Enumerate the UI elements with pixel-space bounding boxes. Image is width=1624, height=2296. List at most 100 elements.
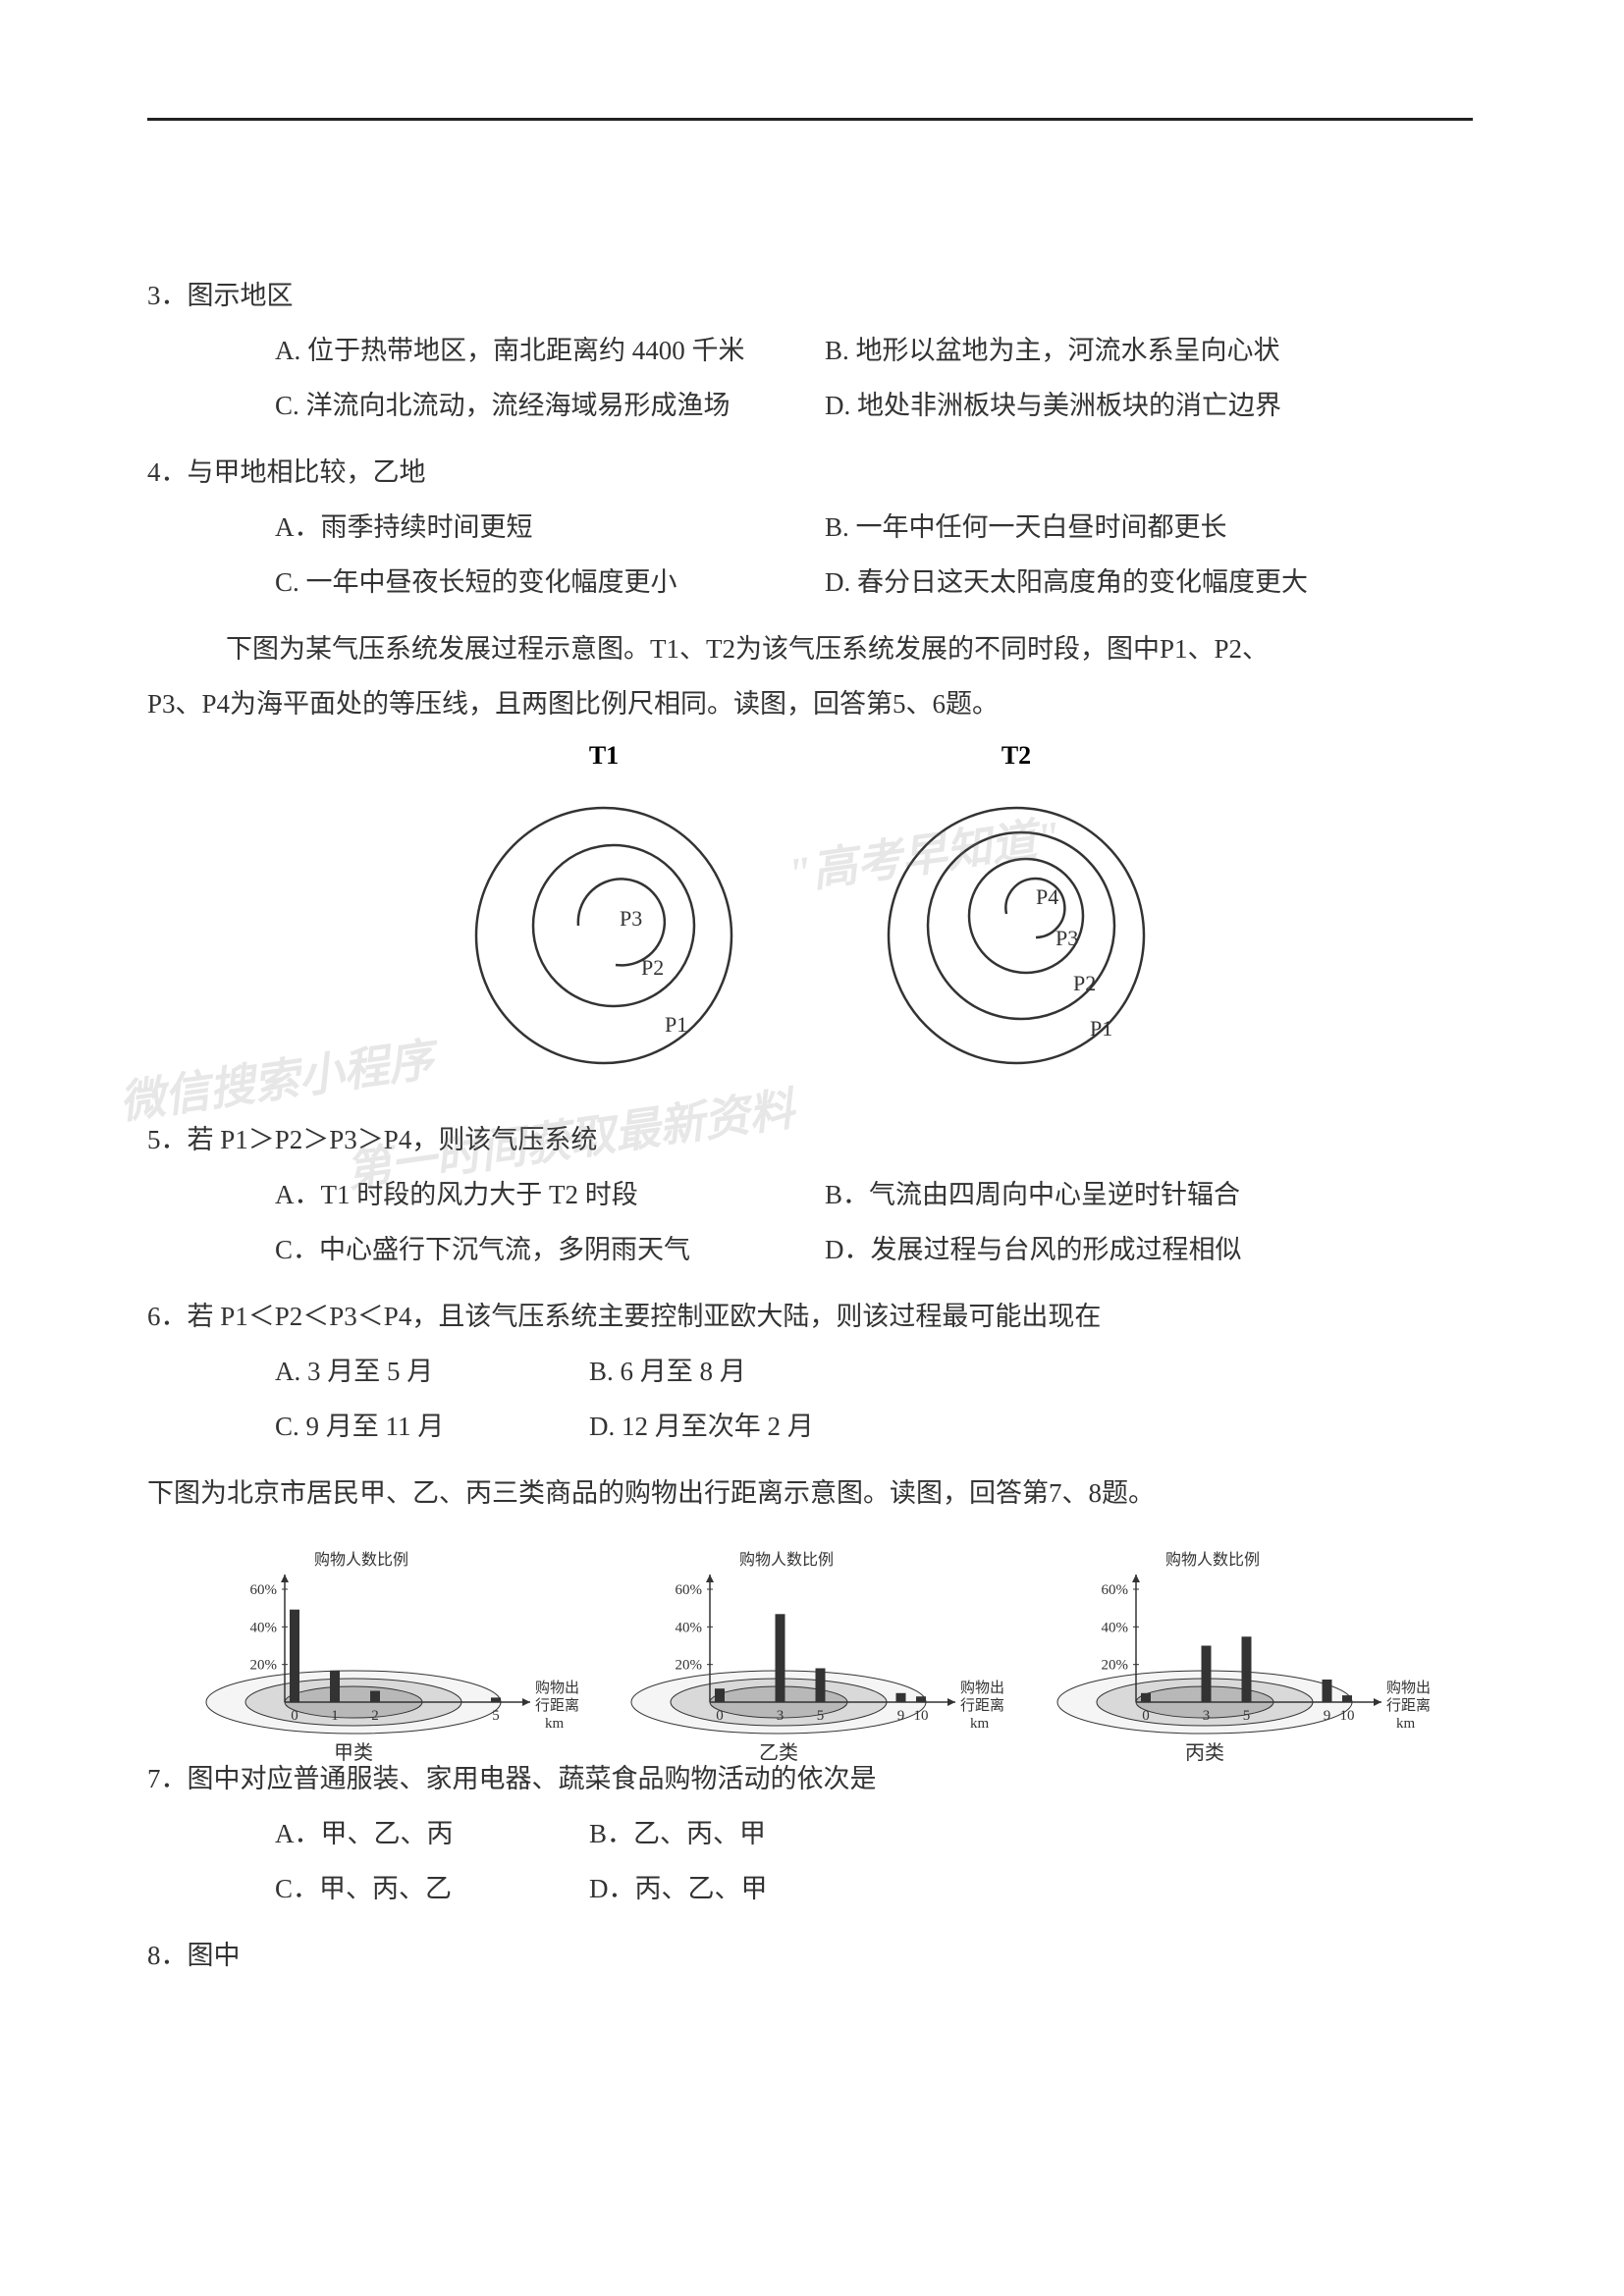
svg-text:0: 0 xyxy=(1142,1708,1150,1724)
question-7: 7．图中对应普通服装、家用电器、蔬菜食品购物活动的依次是 A．甲、乙、丙 B．乙… xyxy=(147,1751,1473,1916)
svg-text:购物出: 购物出 xyxy=(1386,1680,1431,1696)
q3-option-b: B. 地形以盆地为主，河流水系呈向心状 xyxy=(825,323,1473,378)
svg-text:丙类: 丙类 xyxy=(1185,1741,1224,1761)
question-4: 4．与甲地相比较，乙地 A．雨季持续时间更短 B. 一年中任何一天白昼时间都更长… xyxy=(147,445,1473,610)
q8-stem: 图中 xyxy=(188,1941,241,1970)
q7-option-b: B．乙、丙、甲 xyxy=(589,1806,1473,1861)
pressure-diagram-row: T1 P3P2P1 T2 P4P3P2P1 "高考早知道" 微信搜索小程序 第一… xyxy=(147,741,1473,1093)
question-5: 5．若 P1＞P2＞P3＞P4，则该气压系统 A．T1 时段的风力大于 T2 时… xyxy=(147,1112,1473,1277)
q4-option-a: A．雨季持续时间更短 xyxy=(275,500,825,555)
svg-text:20%: 20% xyxy=(250,1658,278,1674)
svg-text:行距离: 行距离 xyxy=(960,1697,1004,1714)
svg-text:P2: P2 xyxy=(641,955,664,980)
svg-text:40%: 40% xyxy=(1101,1620,1128,1635)
intro-56-line2: P3、P4为海平面处的等压线，且两图比例尺相同。读图，回答第5、6题。 xyxy=(147,676,1473,731)
svg-text:9: 9 xyxy=(1323,1708,1330,1724)
q7-option-d: D．丙、乙、甲 xyxy=(589,1861,1473,1916)
svg-text:P3: P3 xyxy=(620,906,642,931)
svg-text:40%: 40% xyxy=(676,1620,703,1635)
q5-number: 5． xyxy=(147,1125,188,1154)
question-8: 8．图中 xyxy=(147,1928,1473,1983)
q4-option-d: D. 春分日这天太阳高度角的变化幅度更大 xyxy=(825,555,1473,610)
q4-option-b: B. 一年中任何一天白昼时间都更长 xyxy=(825,500,1473,555)
chart-jia: 20%40%60%购物人数比例购物出行距离km0125甲类 xyxy=(177,1535,592,1732)
question-3: 3．图示地区 A. 位于热带地区，南北距离约 4400 千米 B. 地形以盆地为… xyxy=(147,268,1473,433)
svg-text:5: 5 xyxy=(492,1708,500,1724)
svg-text:P1: P1 xyxy=(665,1012,687,1037)
q6-option-b: B. 6 月至 8 月 xyxy=(589,1344,1473,1399)
svg-text:10: 10 xyxy=(914,1708,929,1724)
svg-text:km: km xyxy=(545,1716,565,1732)
svg-text:10: 10 xyxy=(1339,1708,1354,1724)
q5-stem: 若 P1＞P2＞P3＞P4，则该气压系统 xyxy=(188,1125,598,1154)
exam-page: 3．图示地区 A. 位于热带地区，南北距离约 4400 千米 B. 地形以盆地为… xyxy=(147,118,1473,1995)
svg-text:购物人数比例: 购物人数比例 xyxy=(314,1551,408,1569)
q7-number: 7． xyxy=(147,1764,188,1793)
shopping-charts-row: 20%40%60%购物人数比例购物出行距离km0125甲类 20%40%60%购… xyxy=(147,1535,1473,1732)
svg-text:20%: 20% xyxy=(676,1658,703,1674)
q3-option-d: D. 地处非洲板块与美洲板块的消亡边界 xyxy=(825,378,1473,433)
q4-option-c: C. 一年中昼夜长短的变化幅度更小 xyxy=(275,555,825,610)
svg-text:购物人数比例: 购物人数比例 xyxy=(739,1551,834,1569)
svg-text:行距离: 行距离 xyxy=(535,1697,579,1714)
chart-yi-svg: 20%40%60%购物人数比例购物出行距离km035910乙类 xyxy=(602,1535,1014,1761)
svg-text:0: 0 xyxy=(291,1708,298,1724)
svg-text:P4: P4 xyxy=(1036,884,1058,909)
q5-option-b: B．气流由四周向中心呈逆时针辐合 xyxy=(825,1167,1473,1222)
q3-option-a: A. 位于热带地区，南北距离约 4400 千米 xyxy=(275,323,825,378)
q4-number: 4． xyxy=(147,457,188,487)
svg-text:3: 3 xyxy=(1202,1708,1210,1724)
q4-stem: 与甲地相比较，乙地 xyxy=(188,457,426,487)
diagram-t2-title: T2 xyxy=(869,741,1164,771)
q6-option-c: C. 9 月至 11 月 xyxy=(275,1399,589,1454)
chart-yi: 20%40%60%购物人数比例购物出行距离km035910乙类 xyxy=(602,1535,1017,1732)
q3-option-c: C. 洋流向北流动，流经海域易形成渔场 xyxy=(275,378,825,433)
svg-text:km: km xyxy=(1396,1716,1416,1732)
svg-text:40%: 40% xyxy=(250,1620,278,1635)
diagram-t2: T2 P4 P3 P2 P1 xyxy=(869,741,1164,1093)
svg-text:1: 1 xyxy=(331,1708,339,1724)
q3-number: 3． xyxy=(147,281,188,310)
svg-text:5: 5 xyxy=(817,1708,825,1724)
q6-number: 6． xyxy=(147,1302,188,1331)
svg-text:60%: 60% xyxy=(676,1582,703,1598)
q7-option-a: A．甲、乙、丙 xyxy=(275,1806,589,1861)
diagram-t1: T1 P3 P2 P1 xyxy=(457,741,751,1093)
q3-stem: 图示地区 xyxy=(188,281,294,310)
chart-jia-svg: 20%40%60%购物人数比例购物出行距离km0125甲类 xyxy=(177,1535,589,1761)
svg-text:9: 9 xyxy=(897,1708,905,1724)
question-6: 6．若 P1＜P2＜P3＜P4，且该气压系统主要控制亚欧大陆，则该过程最可能出现… xyxy=(147,1289,1473,1454)
intro-78: 下图为北京市居民甲、乙、丙三类商品的购物出行距离示意图。读图，回答第7、8题。 xyxy=(147,1466,1473,1521)
q5-option-d: D．发展过程与台风的形成过程相似 xyxy=(825,1222,1473,1277)
q6-option-a: A. 3 月至 5 月 xyxy=(275,1344,589,1399)
svg-text:购物出: 购物出 xyxy=(960,1680,1004,1696)
svg-text:20%: 20% xyxy=(1101,1658,1128,1674)
q6-option-d: D. 12 月至次年 2 月 xyxy=(589,1399,1473,1454)
svg-text:2: 2 xyxy=(371,1708,379,1724)
intro-56-line1: 下图为某气压系统发展过程示意图。T1、T2为该气压系统发展的不同时段，图中P1、… xyxy=(147,621,1473,676)
svg-text:行距离: 行距离 xyxy=(1386,1697,1431,1714)
q5-option-c: C．中心盛行下沉气流，多阴雨天气 xyxy=(275,1222,825,1277)
top-rule xyxy=(147,118,1473,121)
q6-stem: 若 P1＜P2＜P3＜P4，且该气压系统主要控制亚欧大陆，则该过程最可能出现在 xyxy=(188,1302,1102,1331)
svg-text:60%: 60% xyxy=(250,1582,278,1598)
diagram-t1-title: T1 xyxy=(457,741,751,771)
svg-text:5: 5 xyxy=(1242,1708,1250,1724)
svg-text:购物人数比例: 购物人数比例 xyxy=(1165,1551,1260,1569)
svg-text:60%: 60% xyxy=(1101,1582,1128,1598)
q7-stem: 图中对应普通服装、家用电器、蔬菜食品购物活动的依次是 xyxy=(188,1764,877,1793)
chart-bing: 20%40%60%购物人数比例购物出行距离km035910丙类 xyxy=(1028,1535,1443,1732)
svg-text:0: 0 xyxy=(717,1708,725,1724)
chart-bing-svg: 20% 40% 60% 购物人数比例购物出行距离 km 0 3 5 9 10 丙类 xyxy=(1028,1535,1440,1761)
diagram-t2-svg: P4 P3 P2 P1 xyxy=(869,778,1164,1093)
svg-text:3: 3 xyxy=(777,1708,785,1724)
svg-text:P1: P1 xyxy=(1090,1016,1112,1041)
svg-text:P3: P3 xyxy=(1056,926,1078,950)
q8-number: 8． xyxy=(147,1941,188,1970)
svg-text:km: km xyxy=(970,1716,990,1732)
svg-text:P2: P2 xyxy=(1073,971,1096,995)
q7-option-c: C．甲、丙、乙 xyxy=(275,1861,589,1916)
svg-text:购物出: 购物出 xyxy=(535,1680,579,1696)
q5-option-a: A．T1 时段的风力大于 T2 时段 xyxy=(275,1167,825,1222)
diagram-t1-svg: P3 P2 P1 xyxy=(457,778,751,1093)
